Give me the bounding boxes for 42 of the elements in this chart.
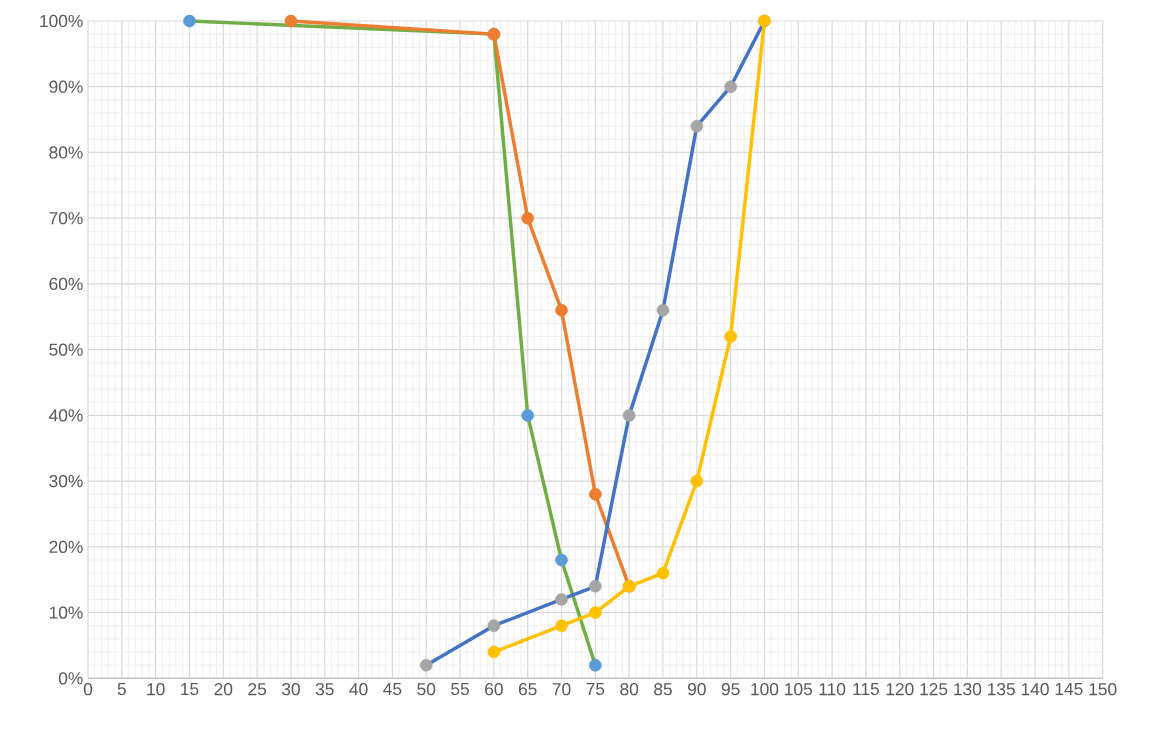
x-tick-label: 95	[721, 683, 740, 696]
x-tick-label: 0	[83, 683, 93, 696]
x-tick-label: 85	[654, 683, 672, 696]
y-tick-label: 10%	[49, 606, 83, 619]
x-tick-label: 50	[417, 683, 436, 696]
x-tick-label: 15	[181, 683, 199, 696]
x-tick-label: 120	[886, 683, 914, 696]
y-tick-label: 50%	[49, 343, 83, 356]
y-tick-label: 70%	[49, 212, 83, 225]
x-tick-label: 10	[147, 683, 165, 696]
x-tick-label: 80	[620, 683, 639, 696]
y-tick-label: 0%	[58, 672, 83, 685]
y-tick-label: 60%	[49, 277, 83, 291]
x-tick-label: 45	[383, 683, 402, 696]
y-tick-label: 100%	[40, 14, 83, 28]
x-tick-label: 125	[920, 683, 948, 696]
x-tick-label: 70	[552, 683, 571, 696]
x-tick-label: 140	[1021, 683, 1049, 696]
y-tick-label: 30%	[49, 474, 83, 488]
x-tick-label: 5	[117, 683, 126, 696]
x-tick-label: 110	[819, 683, 846, 696]
x-tick-label: 65	[518, 683, 537, 696]
x-tick-label: 20	[214, 683, 233, 696]
x-tick-label: 30	[281, 683, 300, 696]
y-tick-label: 20%	[49, 540, 83, 553]
x-tick-label: 40	[349, 683, 368, 696]
x-tick-label: 150	[1089, 683, 1117, 696]
y-tick-label: 40%	[49, 409, 83, 422]
x-tick-label: 100	[751, 683, 779, 696]
x-tick-label: 135	[988, 683, 1015, 696]
x-tick-label: 105	[785, 683, 812, 696]
x-tick-label: 35	[315, 683, 334, 696]
x-tick-label: 25	[248, 683, 267, 696]
x-tick-label: 75	[586, 683, 605, 696]
x-tick-label: 115	[853, 683, 879, 696]
x-tick-label: 130	[954, 683, 982, 696]
x-tick-label: 90	[687, 683, 706, 696]
x-tick-label: 55	[451, 683, 469, 696]
y-tick-label: 90%	[49, 80, 83, 93]
y-tick-label: 80%	[49, 146, 83, 159]
x-tick-label: 145	[1055, 683, 1083, 696]
x-tick-label: 60	[485, 683, 503, 696]
